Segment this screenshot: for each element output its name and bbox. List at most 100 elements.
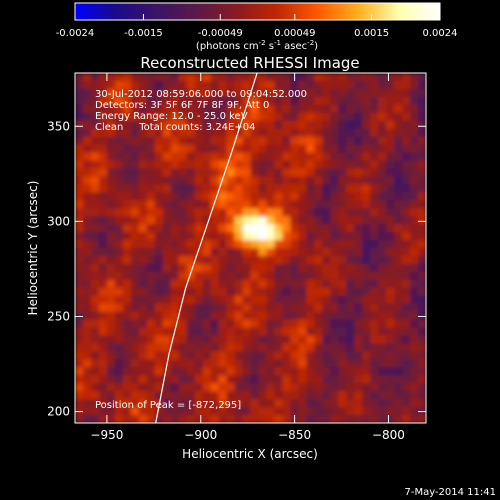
heatmap-cell — [322, 351, 331, 360]
heatmap-cell — [298, 176, 307, 185]
heatmap-cell — [306, 104, 315, 114]
heatmap-cell — [138, 232, 148, 241]
heatmap-cell — [114, 144, 124, 154]
heatmap-cell — [242, 80, 252, 90]
heatmap-cell — [98, 335, 108, 345]
heatmap-cell — [170, 240, 180, 249]
heatmap-cell — [234, 73, 244, 82]
heatmap-cell — [154, 224, 164, 233]
heatmap-cell — [194, 351, 204, 360]
heatmap-cell — [186, 343, 196, 352]
heatmap-cell — [226, 136, 236, 146]
heatmap-cell — [370, 208, 379, 217]
heatmap-cell — [170, 168, 180, 177]
heatmap-cell — [122, 184, 132, 193]
heatmap-cell — [130, 287, 140, 297]
heatmap-cell — [178, 160, 188, 170]
heatmap-cell — [346, 343, 355, 352]
heatmap-cell — [162, 136, 172, 146]
heatmap-cell — [162, 216, 172, 225]
heatmap-cell — [362, 144, 371, 154]
heatmap-cell — [314, 136, 323, 146]
heatmap-cell — [258, 120, 268, 130]
heatmap-cell — [282, 128, 291, 138]
heatmap-cell — [210, 73, 220, 82]
heatmap-cell — [75, 375, 84, 384]
heatmap-cell — [274, 271, 284, 281]
heatmap-cell — [250, 343, 260, 352]
heatmap-cell — [234, 407, 244, 416]
heatmap-cell — [122, 104, 132, 114]
heatmap-cell — [298, 144, 307, 154]
heatmap-cell — [98, 232, 108, 241]
heatmap-cell — [322, 311, 331, 321]
heatmap-cell — [210, 375, 220, 384]
heatmap-cell — [258, 112, 268, 122]
heatmap-cell — [410, 311, 419, 321]
heatmap-cell — [82, 120, 92, 130]
heatmap-cell — [75, 232, 84, 241]
heatmap-cell — [314, 80, 323, 90]
heatmap-cell — [82, 168, 92, 177]
heatmap-cell — [418, 327, 426, 337]
heatmap-cell — [282, 240, 291, 249]
heatmap-cell — [130, 311, 140, 321]
heatmap-cell — [298, 263, 307, 273]
heatmap-cell — [130, 128, 140, 138]
heatmap-cell — [290, 184, 299, 193]
heatmap-cell — [130, 335, 140, 345]
heatmap-cell — [234, 383, 244, 392]
heatmap-cell — [226, 351, 236, 360]
heatmap-cell — [306, 112, 315, 122]
heatmap-cell — [298, 407, 307, 416]
heatmap-cell — [250, 144, 260, 154]
heatmap-cell — [114, 120, 124, 130]
heatmap-cell — [106, 311, 116, 321]
heatmap-cell — [330, 383, 339, 392]
heatmap-cell — [258, 263, 268, 273]
heatmap-cell — [274, 255, 284, 265]
heatmap-cell — [378, 415, 387, 423]
heatmap-cell — [90, 383, 100, 392]
heatmap-cell — [162, 128, 172, 138]
heatmap-cell — [274, 152, 284, 162]
heatmap-cell — [410, 80, 419, 90]
heatmap-cell — [338, 128, 347, 138]
heatmap-cell — [338, 311, 347, 321]
heatmap-cell — [418, 367, 426, 376]
heatmap-cell — [82, 184, 92, 193]
heatmap-cell — [266, 80, 276, 90]
heatmap-cell — [330, 160, 339, 170]
heatmap-cell — [242, 303, 252, 313]
heatmap-cell — [346, 271, 355, 281]
heatmap-cell — [202, 136, 212, 146]
heatmap-cell — [370, 136, 379, 146]
heatmap-cell — [242, 383, 252, 392]
heatmap-cell — [362, 248, 371, 257]
heatmap-cell — [378, 367, 387, 376]
heatmap-cell — [418, 351, 426, 360]
heatmap-cell — [226, 343, 236, 352]
heatmap-cell — [354, 176, 363, 185]
heatmap-cell — [106, 240, 116, 249]
heatmap-cell — [202, 224, 212, 233]
heatmap-cell — [298, 311, 307, 321]
heatmap-cell — [226, 184, 236, 193]
heatmap-cell — [338, 120, 347, 130]
heatmap-cell — [370, 271, 379, 281]
heatmap-cell — [178, 200, 188, 209]
heatmap-cell — [114, 367, 124, 376]
heatmap-cell — [378, 176, 387, 185]
heatmap-cell — [75, 200, 84, 209]
heatmap-cell — [314, 319, 323, 329]
heatmap-cell — [346, 184, 355, 193]
heatmap-cell — [98, 319, 108, 329]
heatmap-cell — [106, 96, 116, 106]
heatmap-cell — [322, 128, 331, 138]
heatmap-cell — [314, 176, 323, 185]
heatmap-cell — [82, 343, 92, 352]
heatmap-cell — [354, 112, 363, 122]
heatmap-cell — [122, 415, 132, 423]
heatmap-cell — [234, 319, 244, 329]
